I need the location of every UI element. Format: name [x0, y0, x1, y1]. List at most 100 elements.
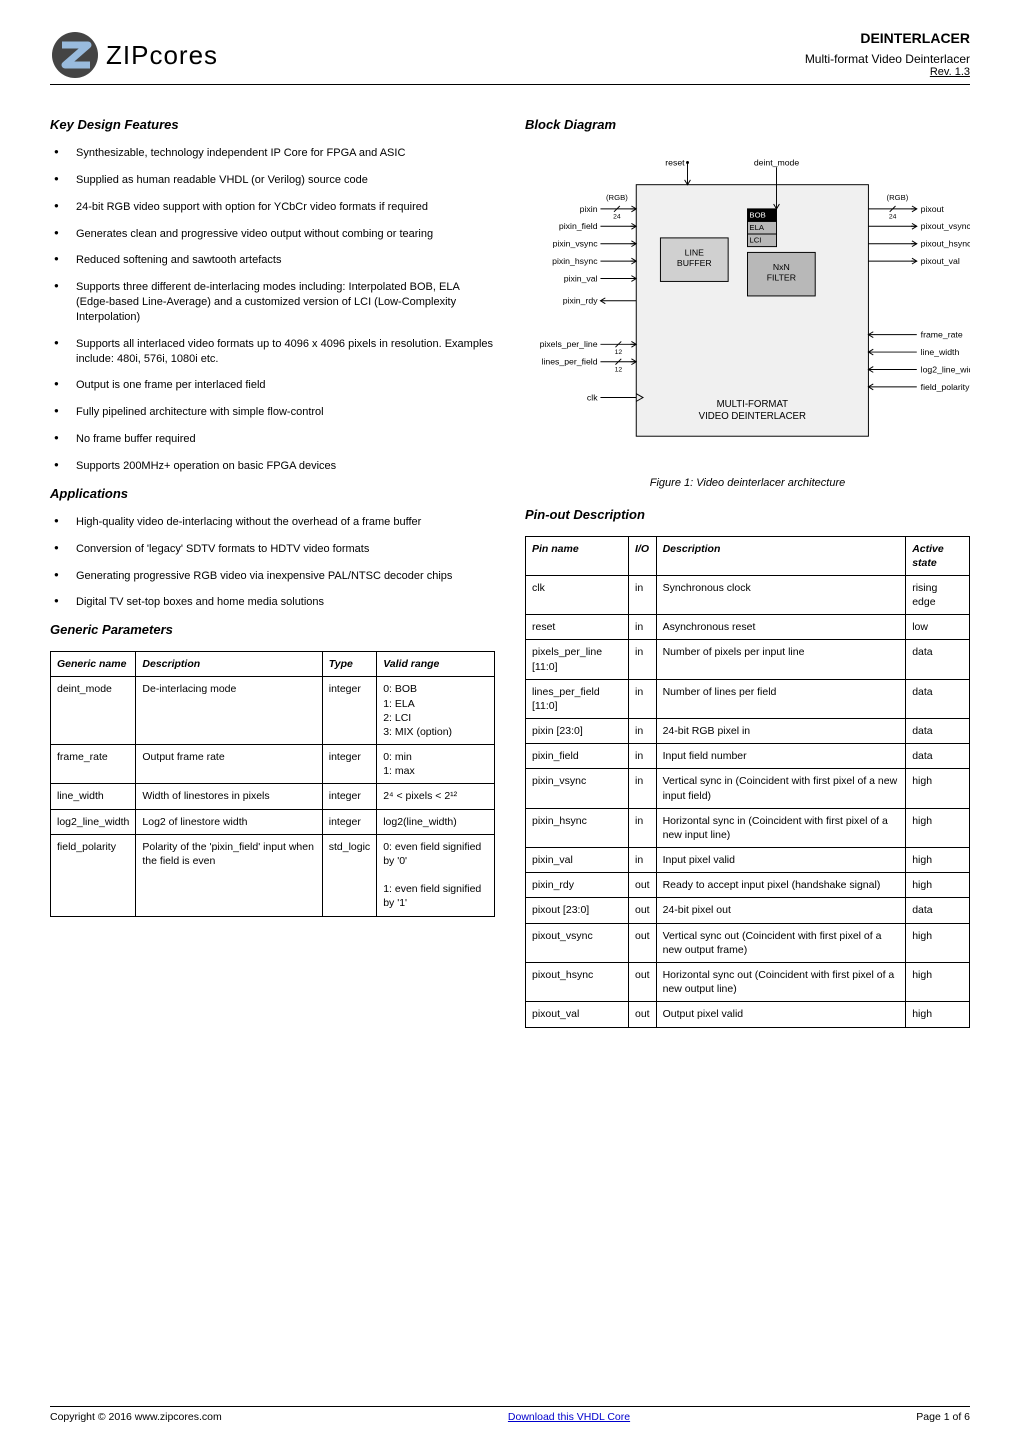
svg-text:pixout_hsync: pixout_hsync: [921, 239, 970, 249]
table-cell: integer: [322, 809, 376, 834]
table-cell: 2⁴ < pixels < 2¹²: [377, 784, 495, 809]
table-cell: reset: [526, 615, 629, 640]
diagram-caption: Figure 1: Video deinterlacer architectur…: [525, 477, 970, 489]
block-diagram-svg: LINEBUFFERNxNFILTERBOBBOBELALCIMULTI-FOR…: [525, 146, 970, 456]
list-item: Generates clean and progressive video ou…: [76, 227, 495, 242]
header-right: DEINTERLACER Multi-format Video Deinterl…: [805, 30, 970, 78]
table-header-cell: Valid range: [377, 652, 495, 677]
table-cell: data: [906, 744, 970, 769]
table-cell: high: [906, 848, 970, 873]
table-cell: low: [906, 615, 970, 640]
table-header-row: Pin nameI/ODescriptionActive state: [526, 536, 970, 575]
list-item: 24-bit RGB video support with option for…: [76, 200, 495, 215]
table-cell: pixin_rdy: [526, 873, 629, 898]
table-cell: in: [628, 719, 656, 744]
table-row: pixout_hsyncoutHorizontal sync out (Coin…: [526, 963, 970, 1002]
table-cell: out: [628, 1002, 656, 1027]
list-item: Supports three different de-interlacing …: [76, 280, 495, 325]
list-item: Generating progressive RGB video via ine…: [76, 569, 495, 584]
table-row: pixout_vsyncoutVertical sync out (Coinci…: [526, 923, 970, 962]
table-cell: clk: [526, 575, 629, 614]
svg-text:lines_per_field: lines_per_field: [542, 357, 598, 367]
table-row: resetinAsynchronous resetlow: [526, 615, 970, 640]
table-header-cell: Description: [136, 652, 322, 677]
table-cell: deint_mode: [51, 677, 136, 745]
download-link[interactable]: Download this VHDL Core: [508, 1411, 630, 1423]
table-cell: in: [628, 744, 656, 769]
svg-text:(RGB): (RGB): [887, 193, 909, 202]
table-cell: integer: [322, 677, 376, 745]
table-cell: field_polarity: [51, 834, 136, 916]
table-cell: out: [628, 923, 656, 962]
applications-heading: Applications: [50, 486, 495, 501]
svg-text:ELA: ELA: [749, 223, 764, 232]
svg-text:(RGB): (RGB): [606, 193, 628, 202]
svg-text:deint_mode: deint_mode: [754, 157, 800, 167]
svg-text:LINE: LINE: [685, 247, 705, 257]
svg-text:pixin_rdy: pixin_rdy: [563, 296, 598, 306]
svg-text:MULTI-FORMAT: MULTI-FORMAT: [717, 399, 789, 410]
table-cell: high: [906, 873, 970, 898]
table-cell: data: [906, 640, 970, 679]
table-cell: pixin [23:0]: [526, 719, 629, 744]
svg-text:pixin: pixin: [580, 204, 598, 214]
table-cell: pixin_vsync: [526, 769, 629, 808]
table-cell: high: [906, 1002, 970, 1027]
right-column: Block Diagram LINEBUFFERNxNFILTERBOBBOBE…: [525, 107, 970, 1028]
table-cell: Polarity of the 'pixin_field' input when…: [136, 834, 322, 916]
table-cell: pixout_hsync: [526, 963, 629, 1002]
table-cell: pixin_hsync: [526, 808, 629, 847]
logo-text: ZIPcores: [106, 40, 218, 71]
doc-title: DEINTERLACER: [805, 30, 970, 46]
table-cell: in: [628, 808, 656, 847]
table-row: pixout [23:0]out24-bit pixel outdata: [526, 898, 970, 923]
table-cell: frame_rate: [51, 745, 136, 784]
table-cell: in: [628, 848, 656, 873]
table-row: frame_rateOutput frame rateinteger0: min…: [51, 745, 495, 784]
list-item: Conversion of 'legacy' SDTV formats to H…: [76, 542, 495, 557]
list-item: High-quality video de-interlacing withou…: [76, 515, 495, 530]
table-cell: in: [628, 679, 656, 718]
svg-text:log2_line_width: log2_line_width: [921, 364, 970, 374]
table-cell: Output frame rate: [136, 745, 322, 784]
page-number: Page 1 of 6: [916, 1411, 970, 1423]
table-cell: in: [628, 640, 656, 679]
table-header-cell: I/O: [628, 536, 656, 575]
table-header-cell: Active state: [906, 536, 970, 575]
svg-text:24: 24: [613, 214, 621, 221]
table-cell: high: [906, 808, 970, 847]
table-row: line_widthWidth of linestores in pixelsi…: [51, 784, 495, 809]
list-item: Reduced softening and sawtooth artefacts: [76, 253, 495, 268]
table-cell: pixin_val: [526, 848, 629, 873]
svg-text:reset: reset: [665, 157, 685, 167]
svg-text:FILTER: FILTER: [767, 272, 796, 282]
table-cell: rising edge: [906, 575, 970, 614]
list-item: Supports all interlaced video formats up…: [76, 337, 495, 367]
table-cell: data: [906, 719, 970, 744]
table-cell: data: [906, 679, 970, 718]
list-item: Output is one frame per interlaced field: [76, 378, 495, 393]
table-cell: 0: BOB 1: ELA 2: LCI 3: MIX (option): [377, 677, 495, 745]
table-cell: std_logic: [322, 834, 376, 916]
table-row: pixin_hsyncinHorizontal sync in (Coincid…: [526, 808, 970, 847]
table-row: field_polarityPolarity of the 'pixin_fie…: [51, 834, 495, 916]
table-cell: Ready to accept input pixel (handshake s…: [656, 873, 906, 898]
table-cell: pixout_vsync: [526, 923, 629, 962]
table-cell: lines_per_field [11:0]: [526, 679, 629, 718]
table-cell: 24-bit RGB pixel in: [656, 719, 906, 744]
table-cell: pixout_val: [526, 1002, 629, 1027]
table-cell: Log2 of linestore width: [136, 809, 322, 834]
table-cell: log2_line_width: [51, 809, 136, 834]
table-cell: in: [628, 769, 656, 808]
table-cell: data: [906, 898, 970, 923]
table-header-cell: Generic name: [51, 652, 136, 677]
table-cell: line_width: [51, 784, 136, 809]
table-cell: Horizontal sync out (Coincident with fir…: [656, 963, 906, 1002]
svg-text:BUFFER: BUFFER: [677, 258, 712, 268]
list-item: Digital TV set-top boxes and home media …: [76, 595, 495, 610]
svg-text:clk: clk: [587, 392, 598, 402]
svg-text:pixin_field: pixin_field: [559, 221, 598, 231]
list-item: Supplied as human readable VHDL (or Veri…: [76, 173, 495, 188]
block-diagram: LINEBUFFERNxNFILTERBOBBOBELALCIMULTI-FOR…: [525, 146, 970, 459]
svg-text:line_width: line_width: [921, 347, 960, 357]
